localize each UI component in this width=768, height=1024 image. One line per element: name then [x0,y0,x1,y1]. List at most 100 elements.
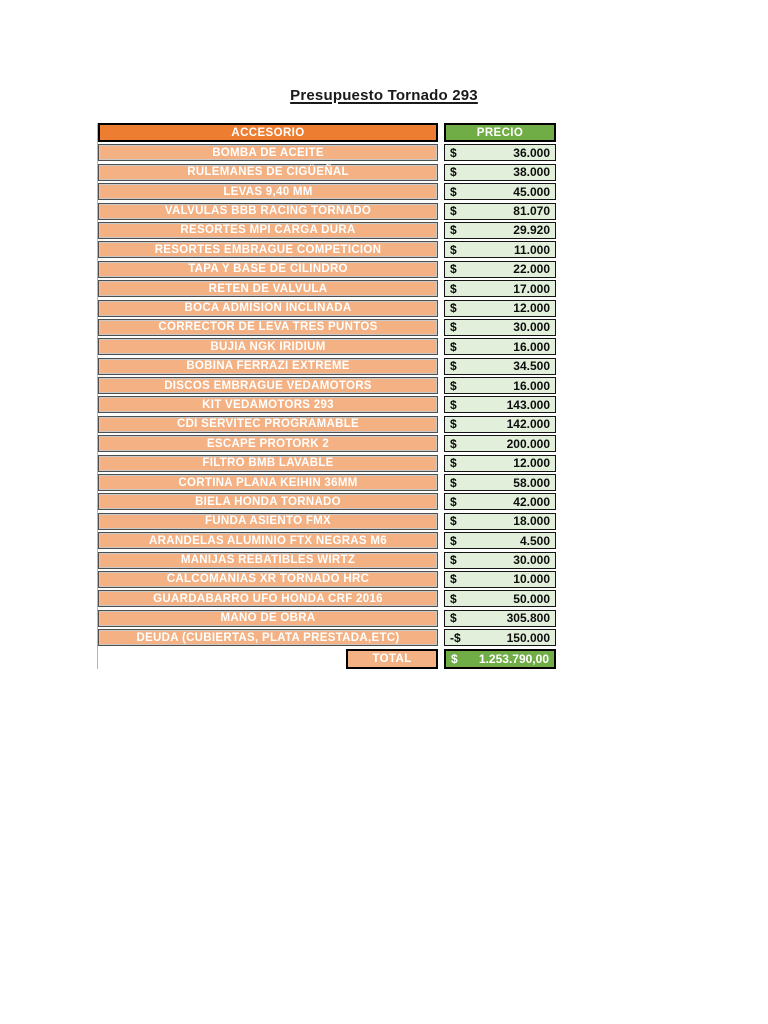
currency-sign: $ [450,417,457,432]
price-value: 81.070 [513,204,550,219]
price-value: 142.000 [506,417,550,432]
price-cell: $30.000 [444,551,556,569]
table-row: CORRECTOR DE LEVA TRES PUNTOS $30.000 [98,318,556,336]
accessory-cell: GUARDABARRO UFO HONDA CRF 2016 [98,590,438,608]
currency-sign: $ [450,436,457,451]
accessory-cell: DEUDA (CUBIERTAS, PLATA PRESTADA,ETC) [98,629,438,647]
price-cell: $143.000 [444,396,556,414]
price-cell: $29.920 [444,221,556,239]
table-row: KIT VEDAMOTORS 293 $143.000 [98,396,556,414]
accessory-cell: CALCOMANIAS XR TORNADO HRC [98,570,438,588]
currency-sign: $ [450,533,457,548]
table-row: CDI SERVITEC PROGRAMABLE $142.000 [98,415,556,433]
price-cell: $12.000 [444,299,556,317]
accessory-cell: CORTINA PLANA KEIHIN 36MM [98,474,438,492]
price-cell: $22.000 [444,260,556,278]
currency-sign: $ [450,514,457,529]
currency-sign: $ [450,223,457,238]
table-row: ARANDELAS ALUMINIO FTX NEGRAS M6 $4.500 [98,532,556,550]
accessory-cell: BOBINA FERRAZI EXTREME [98,357,438,375]
currency-sign: $ [450,339,457,354]
currency-sign: $ [450,397,457,412]
total-amount: 1.253.790,00 [478,651,549,666]
currency-sign: $ [450,591,457,606]
price-column-header: PRECIO [444,123,556,142]
price-value: 16.000 [513,378,550,393]
price-cell: $16.000 [444,338,556,356]
price-value: 18.000 [513,514,550,529]
budget-table: ACCESORIO PRECIO BOMBA DE ACEITE $36.000 R… [97,123,556,669]
table-row: TAPA Y BASE DE CILINDRO $22.000 [98,260,556,278]
accessory-cell: BOCA ADMISION INCLINADA [98,299,438,317]
price-value: 305.800 [506,611,550,626]
price-cell: -$ 150.000 [444,629,556,647]
accessory-cell: DISCOS EMBRAGUE VEDAMOTORS [98,377,438,395]
table-row: FUNDA ASIENTO FMX $18.000 [98,512,556,530]
currency-sign: $ [450,204,457,219]
table-row: RESORTES MPI CARGA DURA $29.920 [98,221,556,239]
price-cell: $4.500 [444,532,556,550]
currency-sign: $ [450,456,457,471]
table-header-row: ACCESORIO PRECIO [98,123,556,142]
price-value: 10.000 [513,572,550,587]
table-row: BIELA HONDA TORNADO $42.000 [98,493,556,511]
accessory-cell: RETEN DE VALVULA [98,280,438,298]
price-cell: $58.000 [444,474,556,492]
price-value: 150.000 [506,630,550,645]
price-value: 29.920 [513,223,550,238]
total-row: TOTAL $ 1.253.790,00 [98,648,556,669]
price-cell: $38.000 [444,163,556,181]
price-value: 143.000 [506,397,550,412]
table-row: BOMBA DE ACEITE $36.000 [98,144,556,162]
table-row: RETEN DE VALVULA $17.000 [98,280,556,298]
accessory-cell: KIT VEDAMOTORS 293 [98,396,438,414]
accessory-cell: ARANDELAS ALUMINIO FTX NEGRAS M6 [98,532,438,550]
currency-sign: $ [450,553,457,568]
price-cell: $45.000 [444,183,556,201]
price-cell: $200.000 [444,435,556,453]
accessory-cell: MANIJAS REBATIBLES WIRTZ [98,551,438,569]
currency-sign: $ [450,611,457,626]
price-cell: $11.000 [444,241,556,259]
price-value: 16.000 [513,339,550,354]
table-row: MANO DE OBRA $305.800 [98,609,556,627]
price-value: 34.500 [513,359,550,374]
price-cell: $50.000 [444,590,556,608]
currency-sign: $ [450,301,457,316]
total-label: TOTAL [346,648,438,669]
currency-sign: $ [450,320,457,335]
price-value: 45.000 [513,184,550,199]
table-row: BOBINA FERRAZI EXTREME $34.500 [98,357,556,375]
price-value: 58.000 [513,475,550,490]
accessory-cell: RESORTES MPI CARGA DURA [98,221,438,239]
table-row: BUJIA NGK IRIDIUM $16.000 [98,338,556,356]
table-row: MANIJAS REBATIBLES WIRTZ $30.000 [98,551,556,569]
table-row: FILTRO BMB LAVABLE $12.000 [98,454,556,472]
accessory-cell: LEVAS 9,40 MM [98,183,438,201]
currency-sign: $ [450,281,457,296]
currency-sign: $ [450,572,457,587]
currency-sign: $ [450,262,457,277]
price-cell: $142.000 [444,415,556,433]
currency-sign: $ [450,359,457,374]
price-cell: $81.070 [444,202,556,220]
table-row: CORTINA PLANA KEIHIN 36MM $58.000 [98,474,556,492]
price-value: 12.000 [513,301,550,316]
price-value: 36.000 [513,145,550,160]
price-cell: $12.000 [444,454,556,472]
currency-sign: $ [450,242,457,257]
accessory-cell: RESORTES EMBRAGUE COMPETICION [98,241,438,259]
price-value: 11.000 [513,242,550,257]
page-title: Presupuesto Tornado 293 [290,87,478,104]
price-cell: $16.000 [444,377,556,395]
price-value: 30.000 [513,553,550,568]
accessory-cell: FUNDA ASIENTO FMX [98,512,438,530]
table-row: ESCAPE PROTORK 2 $200.000 [98,435,556,453]
price-value: 12.000 [513,456,550,471]
accessory-cell: BUJIA NGK IRIDIUM [98,338,438,356]
table-row: RESORTES EMBRAGUE COMPETICION $11.000 [98,241,556,259]
table-row: RULEMANES DE CIGÜEÑAL $38.000 [98,163,556,181]
price-value: 30.000 [513,320,550,335]
currency-sign: $ [450,165,457,180]
accessory-cell: MANO DE OBRA [98,609,438,627]
